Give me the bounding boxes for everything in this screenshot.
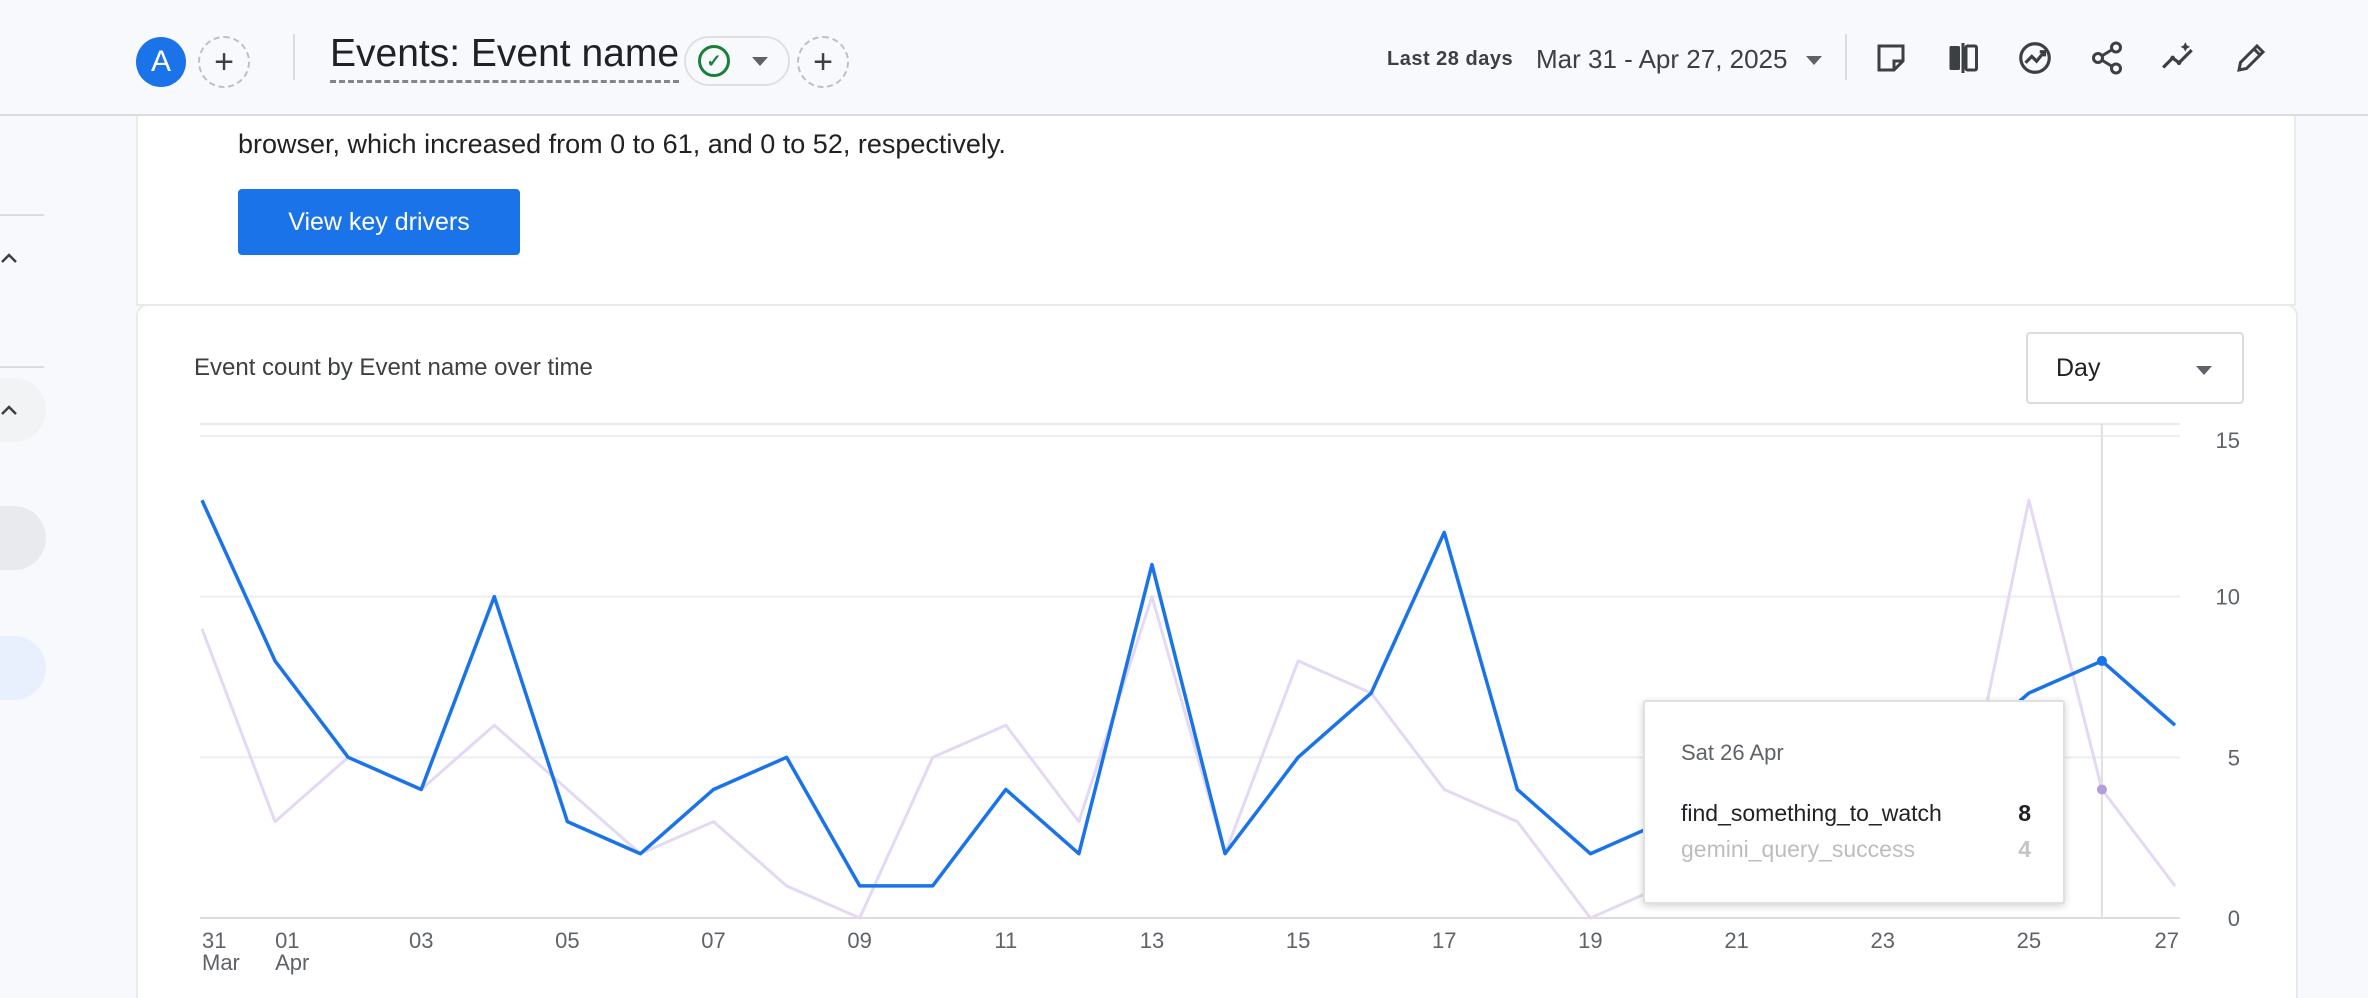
x-tick-label: Apr [275, 950, 309, 975]
hover-point-gemini_query_success [2096, 784, 2107, 795]
y-tick-label: 0 [2228, 906, 2240, 931]
explore-icon[interactable] [2157, 36, 2201, 80]
x-tick-label: 27 [2155, 928, 2179, 953]
compare-icon[interactable] [1941, 36, 1985, 80]
report-status-menu[interactable]: ✓ [684, 36, 790, 86]
rail-divider [0, 214, 44, 216]
granularity-select[interactable]: Day [2026, 332, 2244, 404]
rail-divider [0, 366, 44, 368]
granularity-value: Day [2056, 354, 2101, 382]
x-tick-label: 03 [409, 928, 433, 953]
x-tick-label: 23 [1870, 928, 1894, 953]
chart-grid [200, 423, 2180, 919]
account-avatar[interactable]: A [136, 37, 186, 87]
chevron-down-icon [2196, 366, 2212, 375]
x-tick-label: 01 [275, 928, 299, 953]
chevron-up-icon [1, 405, 17, 415]
chart-title: Event count by Event name over time [194, 354, 593, 381]
insight-text: browser, which increased from 0 to 61, a… [238, 129, 1006, 159]
x-tick-label: 15 [1286, 928, 1310, 953]
chevron-down-icon [752, 56, 768, 66]
y-tick-label: 10 [2216, 585, 2240, 610]
view-key-drivers-button[interactable]: View key drivers [238, 189, 520, 255]
tooltip-series-name: find_something_to_watch [1681, 800, 1942, 826]
x-tick-label: 19 [1578, 928, 1602, 953]
plus-icon: + [813, 42, 833, 81]
x-tick-label: 11 [994, 928, 1017, 953]
date-range-label: Last 28 days [1387, 48, 1514, 70]
chevron-down-icon[interactable] [1806, 56, 1822, 65]
note-icon[interactable] [1869, 36, 1913, 80]
y-tick-label: 5 [2228, 745, 2240, 770]
y-axis-labels: 0 5 10 15 [2216, 428, 2240, 931]
x-tick-label: Mar [202, 950, 240, 975]
header-divider [1845, 34, 1847, 80]
x-tick-label: 17 [1432, 928, 1456, 953]
share-icon[interactable] [2085, 36, 2129, 80]
tooltip-date: Sat 26 Apr [1681, 740, 1784, 765]
tooltip-row: gemini_query_success 4 [1681, 836, 2031, 863]
hover-highlight [2096, 424, 2107, 918]
tooltip-row: find_something_to_watch 8 [1681, 800, 2031, 827]
x-tick-label: 13 [1140, 928, 1164, 953]
x-tick-label: 07 [701, 928, 725, 953]
add-filter-button[interactable]: + [797, 36, 849, 88]
insight-card: browser, which increased from 0 to 61, a… [136, 116, 2296, 306]
report-header: A + Events: Event name ✓ + Last 28 days … [0, 0, 2368, 116]
date-range-picker[interactable]: Mar 31 - Apr 27, 2025 [1536, 44, 1788, 74]
x-tick-label: 31 [202, 928, 226, 953]
chevron-up-icon[interactable] [0, 248, 20, 268]
add-comparison-button[interactable]: + [198, 36, 250, 88]
avatar-letter: A [150, 45, 171, 78]
x-tick-label: 25 [2017, 928, 2041, 953]
tooltip-series-value: 4 [2018, 836, 2031, 862]
tooltip-series-name: gemini_query_success [1681, 836, 1915, 862]
y-tick-label: 15 [2216, 428, 2240, 453]
chart-tooltip: Sat 26 Apr find_something_to_watch 8 gem… [1643, 700, 2065, 904]
x-tick-label: 05 [555, 928, 579, 953]
x-tick-label: 21 [1724, 928, 1748, 953]
tooltip-series-value: 8 [2018, 800, 2031, 826]
report-title[interactable]: Events: Event name [330, 32, 680, 83]
hover-point-find_something_to_watch [2096, 655, 2107, 666]
header-divider [293, 34, 295, 80]
insights-icon[interactable] [2013, 36, 2057, 80]
x-tick-label: 09 [847, 928, 871, 953]
check-circle-icon: ✓ [698, 45, 730, 77]
plus-icon: + [214, 42, 234, 81]
edit-icon[interactable] [2229, 36, 2273, 80]
